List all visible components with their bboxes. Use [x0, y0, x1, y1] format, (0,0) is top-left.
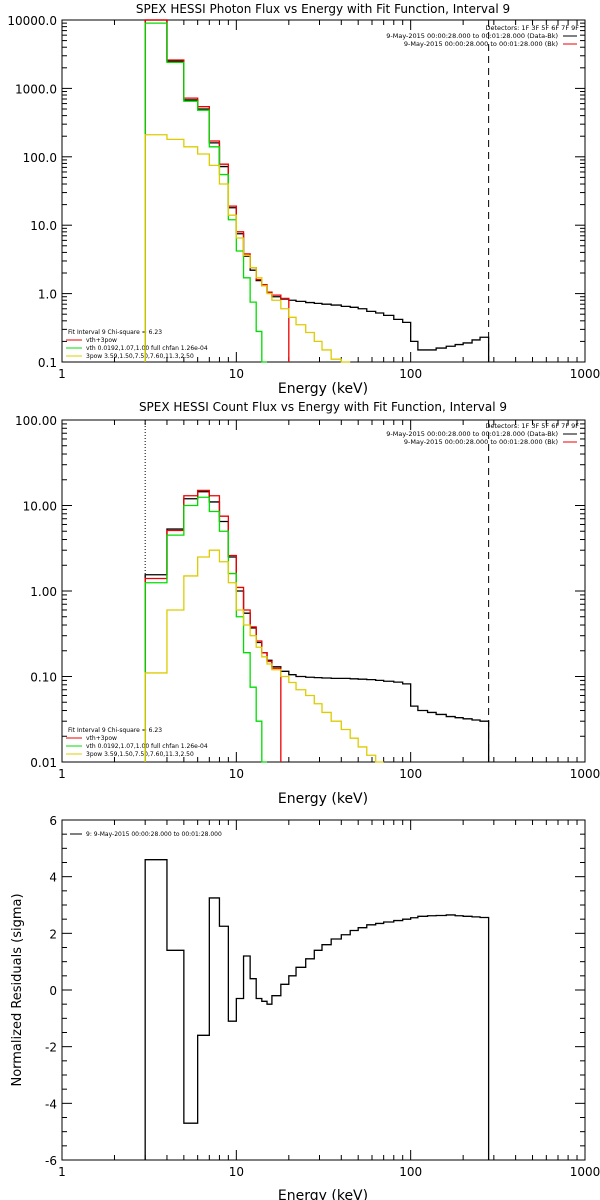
- residuals-legend-label: 9: 9-May-2015 00:00:28.000 to 00:01:28.0…: [86, 831, 222, 838]
- count-legend-detectors: Detectors: 1F 3F 5F 6F 7F 9F: [485, 422, 579, 430]
- count-series-3pow: [144, 549, 384, 763]
- photon-series-vth-3pow: [144, 19, 290, 362]
- count-y-tick-label: 1.00: [30, 585, 57, 599]
- photon-y-tick-label: 10.0: [30, 219, 57, 233]
- residuals-panel: 9: 9-May-2015 00:00:28.000 to 00:01:28.0…: [10, 814, 600, 1200]
- count-plot-frame: [61, 419, 586, 763]
- count-flux-panel: SPEX HESSI Count Flux vs Energy with Fit…: [15, 400, 600, 807]
- photon-series-data-bk: [144, 19, 490, 362]
- count-series-vth-3pow: [144, 489, 282, 762]
- count-y-tick-label: 10.00: [23, 500, 57, 514]
- count-legend-vth: vth 0.0192,1.07,1.00 full chfan 1.26e-04: [86, 743, 208, 750]
- residuals-y-tick-label: -6: [45, 1154, 57, 1168]
- photon-series-vth: [144, 22, 268, 363]
- photon-y-tick-label: 0.1: [38, 356, 57, 370]
- photon-x-tick-label: 1: [58, 367, 66, 381]
- photon-y-tick-label: 1.0: [38, 288, 57, 302]
- residuals-x-tick-label: 10: [229, 1165, 244, 1179]
- count-x-tick-label: 10: [229, 767, 244, 781]
- photon-series-3pow: [144, 134, 351, 363]
- count-x-tick-label: 1000: [570, 767, 600, 781]
- count-legend-fit: Fit Interval 9 Chi-square = 6.23: [68, 727, 162, 734]
- photon-y-tick-label: 100.0: [23, 151, 57, 165]
- count-legend-top-right: Detectors: 1F 3F 5F 6F 7F 9F 9-May-2015 …: [386, 422, 579, 446]
- photon-x-tick-label: 100: [399, 367, 422, 381]
- count-y-tick-label: 0.01: [30, 756, 57, 770]
- count-x-tick-label: 100: [399, 767, 422, 781]
- residuals-plot-frame: [61, 819, 586, 1161]
- photon-legend-3pow: 3pow 3.59,1.50,7.50,7.60,11.3,2.50: [86, 353, 194, 360]
- photon-y-tick-label: 10000.0: [7, 14, 57, 28]
- residuals-x-tick-label: 1000: [570, 1165, 600, 1179]
- count-y-tick-label: 0.10: [30, 671, 57, 685]
- count-legend-sum: vth+3pow: [86, 735, 117, 742]
- count-legend-bottom-left: Fit Interval 9 Chi-square = 6.23 vth+3po…: [66, 727, 208, 758]
- photon-x-tick-label: 1000: [570, 367, 600, 381]
- photon-legend-vth: vth 0.0192,1.07,1.00 full chfan 1.26e-04: [86, 345, 208, 352]
- residuals-y-tick-label: -4: [45, 1097, 57, 1111]
- residuals-x-tick-label: 100: [399, 1165, 422, 1179]
- count-x-axis-label: Energy (keV): [278, 791, 368, 807]
- photon-legend-data: 9-May-2015 00:00:28.000 to 00:01:28.000 …: [386, 32, 558, 40]
- photon-flux-panel: SPEX HESSI Photon Flux vs Energy with Fi…: [7, 2, 600, 397]
- residuals-y-tick-label: -2: [45, 1041, 57, 1055]
- count-legend-bk: 9-May-2015 00:00:28.000 to 00:01:28.000 …: [404, 438, 558, 446]
- residuals-y-tick-label: 0: [49, 984, 57, 998]
- photon-legend-bk: 9-May-2015 00:00:28.000 to 00:01:28.000 …: [404, 40, 558, 48]
- residuals-x-tick-label: 1: [58, 1165, 66, 1179]
- photon-legend-sum: vth+3pow: [86, 337, 117, 344]
- count-series-vth: [144, 496, 268, 763]
- residuals-y-axis-label: Normalized Residuals (sigma): [10, 893, 25, 1086]
- photon-plot-frame: [61, 19, 586, 363]
- residuals-y-tick-label: 4: [49, 871, 57, 885]
- residuals-x-axis-label: Energy (keV): [278, 1188, 368, 1200]
- photon-legend-fit: Fit Interval 9 Chi-square = 6.23: [68, 329, 162, 336]
- count-legend-data: 9-May-2015 00:00:28.000 to 00:01:28.000 …: [386, 430, 558, 438]
- residuals-y-tick-label: 6: [49, 814, 57, 828]
- residuals-series-9-9-may-2015-00-00-28-000-to-00-01-28-000: [144, 859, 490, 1160]
- count-y-tick-label: 100.00: [15, 414, 57, 428]
- photon-legend-detectors: Detectors: 1F 3F 5F 6F 7F 9F: [485, 24, 579, 32]
- count-x-tick-label: 1: [58, 767, 66, 781]
- photon-panel-title: SPEX HESSI Photon Flux vs Energy with Fi…: [136, 2, 510, 16]
- photon-legend-bottom-left: Fit Interval 9 Chi-square = 6.23 vth+3po…: [66, 329, 208, 360]
- count-series-data-bk: [144, 491, 490, 762]
- photon-x-tick-label: 10: [229, 367, 244, 381]
- photon-x-axis-label: Energy (keV): [278, 381, 368, 397]
- count-legend-3pow: 3pow 3.59,1.50,7.50,7.60,11.3,2.50: [86, 751, 194, 758]
- photon-legend-top-right: Detectors: 1F 3F 5F 6F 7F 9F 9-May-2015 …: [386, 24, 579, 48]
- residuals-legend: 9: 9-May-2015 00:00:28.000 to 00:01:28.0…: [70, 831, 222, 838]
- residuals-y-tick-label: 2: [49, 927, 57, 941]
- photon-y-tick-label: 1000.0: [15, 82, 57, 96]
- count-panel-title: SPEX HESSI Count Flux vs Energy with Fit…: [139, 400, 507, 414]
